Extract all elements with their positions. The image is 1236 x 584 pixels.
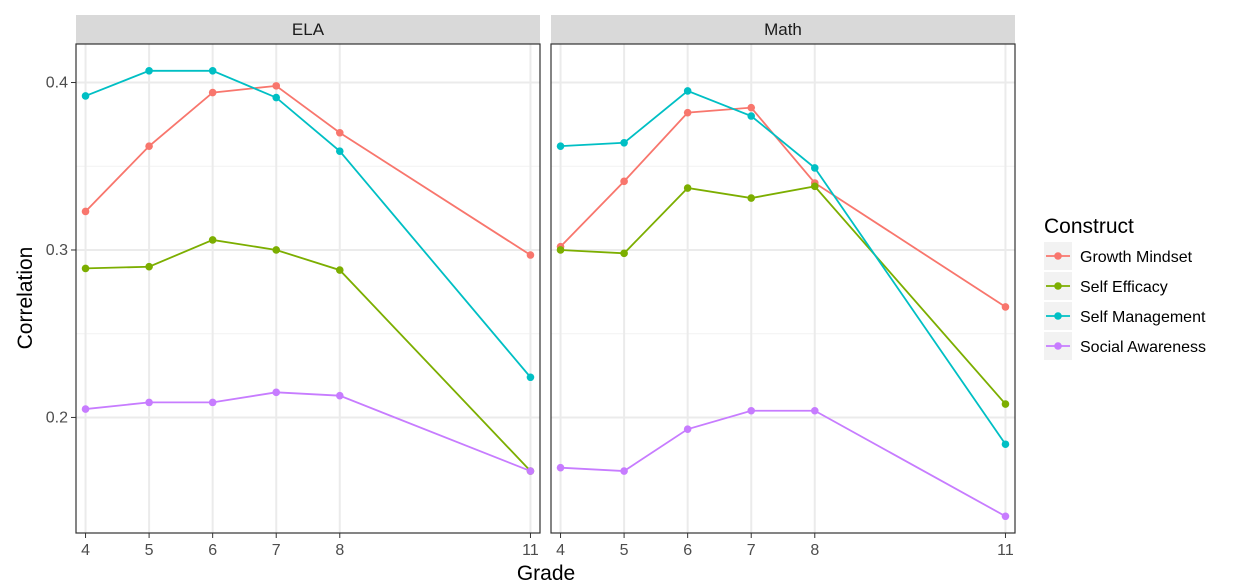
- x-tick-label: 8: [810, 542, 819, 559]
- legend-key-point: [1054, 282, 1062, 290]
- x-tick-label: 7: [272, 542, 281, 559]
- series-line-self-efficacy: [85, 239, 532, 472]
- data-point: [526, 467, 535, 475]
- data-point: [208, 236, 217, 244]
- legend-label: Social Awareness: [1080, 339, 1206, 356]
- legend-label: Self Management: [1080, 309, 1206, 326]
- panel-ela: ELA 4 5 6 7 8 11 0.2 0.3 0.4: [46, 15, 541, 559]
- y-tick-label: 0.3: [46, 242, 68, 259]
- series-line-self-management: [560, 89, 1007, 445]
- x-tick-label: 11: [997, 542, 1014, 559]
- x-axis-title: Grade: [517, 562, 575, 584]
- data-point: [272, 82, 281, 90]
- data-point: [81, 207, 90, 216]
- data-point: [335, 391, 344, 400]
- data-point: [747, 112, 756, 120]
- panel-strip: [76, 15, 540, 44]
- legend-key-point: [1054, 342, 1062, 350]
- y-axis-title: Correlation: [14, 247, 37, 350]
- panel-strip: [551, 15, 1015, 44]
- panels-layer: ELA 4 5 6 7 8 11 0.2 0.3 0.4 Math 4 5 6 7 8 11: [46, 15, 1016, 559]
- data-point: [620, 139, 628, 147]
- data-point: [81, 405, 90, 413]
- data-point: [556, 246, 565, 254]
- data-point: [620, 249, 628, 258]
- data-point: [526, 251, 535, 259]
- x-tick-label: 4: [556, 542, 565, 559]
- series-line-self-efficacy: [560, 185, 1007, 405]
- data-point: [1001, 400, 1010, 408]
- data-point: [683, 184, 692, 192]
- data-point: [272, 388, 281, 397]
- legend-item-self-management: Self Management: [1044, 302, 1206, 330]
- legend-key-point: [1054, 312, 1062, 320]
- data-point: [272, 246, 281, 254]
- data-point: [526, 373, 535, 382]
- data-point: [208, 398, 217, 407]
- data-point: [1001, 512, 1010, 521]
- plot-background: [551, 44, 1015, 533]
- data-point: [747, 103, 756, 112]
- legend-item-social-awareness: Social Awareness: [1044, 332, 1206, 360]
- data-point: [810, 182, 819, 191]
- data-point: [620, 177, 628, 186]
- legend-title: Construct: [1044, 215, 1134, 238]
- data-point: [145, 262, 153, 271]
- x-tick-label: 6: [208, 542, 217, 559]
- data-point: [335, 147, 344, 155]
- series-line-growth-mindset: [84, 84, 531, 256]
- data-point: [145, 142, 153, 150]
- legend-item-growth-mindset: Growth Mindset: [1044, 242, 1193, 270]
- data-point: [335, 266, 344, 274]
- data-point: [81, 264, 90, 273]
- data-point: [683, 87, 692, 95]
- data-point: [810, 164, 819, 172]
- panel-border: [550, 43, 1016, 534]
- data-point: [145, 66, 153, 75]
- x-tick-label: 6: [683, 542, 692, 559]
- legend-label: Growth Mindset: [1080, 249, 1193, 266]
- plot-background: [76, 44, 540, 533]
- data-point: [1001, 440, 1010, 449]
- data-point: [335, 128, 344, 137]
- panel-border: [75, 43, 541, 534]
- data-point: [208, 66, 217, 75]
- legend-label: Self Efficacy: [1080, 279, 1168, 296]
- panel-math: Math 4 5 6 7 8 11: [550, 15, 1016, 559]
- data-point: [1001, 303, 1010, 311]
- data-point: [747, 406, 756, 415]
- series-line-social-awareness: [85, 391, 531, 472]
- data-point: [145, 398, 153, 407]
- data-point: [810, 406, 819, 415]
- data-point: [556, 463, 565, 472]
- x-tick-label: 5: [145, 542, 154, 559]
- legend-key-point: [1054, 252, 1062, 260]
- y-tick-label: 0.4: [46, 75, 68, 92]
- data-point: [208, 88, 217, 97]
- data-point: [81, 92, 90, 100]
- series-line-social-awareness: [560, 409, 1006, 518]
- data-point: [747, 194, 756, 202]
- data-point: [620, 467, 628, 475]
- x-tick-label: 5: [620, 542, 629, 559]
- panel-strip-label: Math: [764, 20, 802, 39]
- data-point: [683, 425, 692, 433]
- series-line-growth-mindset: [559, 106, 1006, 308]
- x-tick-label: 8: [335, 542, 344, 559]
- legend: Construct Growth Mindset Self Efficacy Sel…: [1044, 215, 1206, 360]
- panel-strip-label: ELA: [292, 20, 325, 39]
- x-tick-label: 7: [747, 542, 756, 559]
- legend-item-self-efficacy: Self Efficacy: [1044, 272, 1168, 300]
- data-point: [272, 93, 281, 102]
- data-point: [683, 108, 692, 117]
- x-tick-label: 4: [81, 542, 90, 559]
- series-line-self-management: [85, 69, 532, 378]
- x-tick-label: 11: [522, 542, 539, 559]
- data-point: [556, 142, 565, 150]
- y-tick-label: 0.2: [46, 409, 68, 426]
